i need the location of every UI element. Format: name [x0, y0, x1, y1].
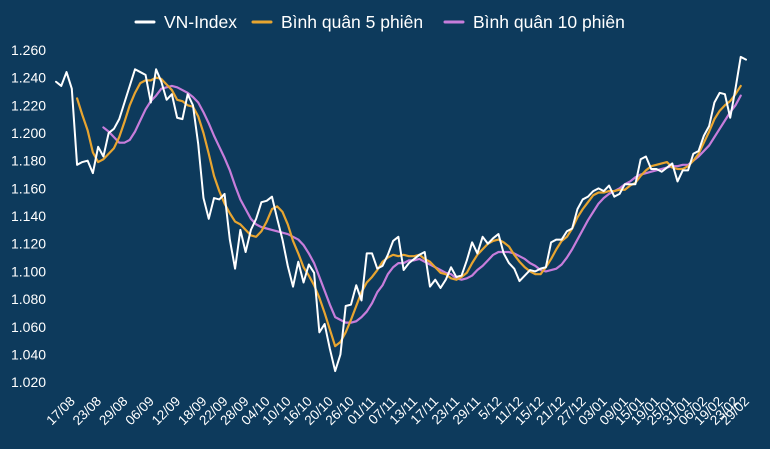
- series-line-ma5: [75, 76, 742, 348]
- x-tick-label: 12/09: [149, 394, 184, 429]
- series-line-vn-index: [55, 55, 747, 373]
- y-tick-label: 1.260: [11, 42, 46, 58]
- y-tick-label: 1.160: [11, 180, 46, 196]
- y-tick-label: 1.040: [11, 346, 46, 362]
- legend-label: Bình quân 10 phiên: [473, 12, 625, 32]
- y-tick-label: 1.020: [11, 374, 46, 390]
- y-tick-label: 1.200: [11, 125, 46, 141]
- y-tick-label: 1.060: [11, 319, 46, 335]
- legend: VN-Index Bình quân 5 phiên Bình quân 10 ph…: [134, 12, 625, 32]
- y-tick-label: 1.240: [11, 70, 46, 86]
- x-tick-label: 06/09: [122, 394, 157, 429]
- y-tick-label: 1.180: [11, 153, 46, 169]
- y-axis: 1.020 1.040 1.060 1.080 1.100 1.120 1.140 1.160…: [11, 42, 46, 390]
- y-tick-label: 1.220: [11, 97, 46, 113]
- y-tick-label: 1.120: [11, 236, 46, 252]
- x-axis: 17/0823/0829/0806/0912/0918/0922/0928/09…: [43, 394, 752, 429]
- y-tick-label: 1.100: [11, 263, 46, 279]
- x-tick-label: 17/08: [43, 394, 78, 429]
- series-line-ma10: [102, 84, 742, 324]
- legend-label: Bình quân 5 phiên: [281, 12, 423, 32]
- series-group: [55, 55, 747, 373]
- x-tick-label: 23/08: [70, 394, 105, 429]
- legend-label: VN-Index: [164, 12, 237, 32]
- y-tick-label: 1.080: [11, 291, 46, 307]
- x-tick-label: 29/08: [96, 394, 131, 429]
- y-tick-label: 1.140: [11, 208, 46, 224]
